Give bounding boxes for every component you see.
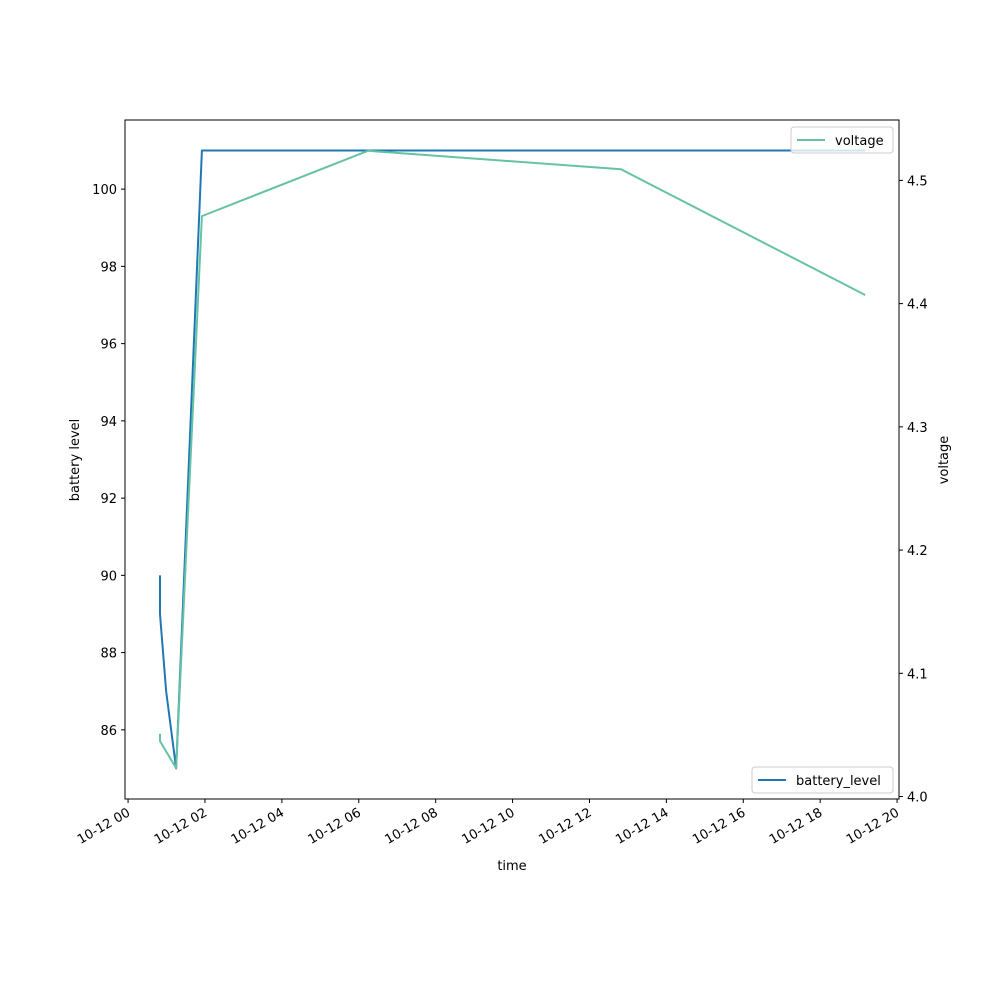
- y-right-tick-label: 4.4: [907, 298, 928, 313]
- legend-label-battery_level: battery_level: [796, 774, 881, 789]
- axes-frame: [124, 119, 900, 800]
- y-right-tick-label: 4.5: [907, 174, 928, 189]
- x-tick-label: 10-12 16: [690, 805, 748, 847]
- x-tick-label: 10-12 06: [306, 805, 364, 847]
- y-left-tick-label: 86: [100, 724, 117, 739]
- x-tick-label: 10-12 04: [229, 805, 287, 847]
- series-line-voltage: [158, 149, 866, 770]
- y-right-axis-label: voltage: [937, 436, 952, 485]
- x-tick-label: 10-12 14: [613, 805, 671, 847]
- x-axis-label: time: [497, 859, 526, 874]
- x-tick-label: 10-12 08: [383, 805, 441, 847]
- y-right-tick-label: 4.0: [907, 791, 928, 806]
- y-left-axis-label: battery level: [68, 419, 83, 502]
- x-tick-label: 10-12 10: [459, 805, 517, 847]
- x-tick-label: 10-12 18: [767, 805, 825, 847]
- y-right-tick-label: 4.2: [907, 544, 928, 559]
- y-left-tick-label: 98: [100, 260, 117, 275]
- y-left-tick-label: 88: [100, 647, 117, 662]
- y-left-tick-label: 94: [100, 415, 117, 430]
- y-right-tick-label: 4.1: [907, 667, 928, 682]
- y-right-tick-label: 4.3: [907, 421, 928, 436]
- legend-box-voltage: [790, 126, 894, 154]
- x-tick-label: 10-12 12: [536, 805, 594, 847]
- x-tick-label: 10-12 20: [844, 805, 902, 847]
- y-left-tick-label: 92: [100, 492, 117, 507]
- y-left-tick-label: 90: [100, 569, 117, 584]
- x-tick-label: 10-12 02: [152, 805, 210, 847]
- series-line-battery_level: [158, 149, 866, 770]
- x-tick-label: 10-12 00: [75, 805, 133, 847]
- y-left-tick-label: 96: [100, 338, 117, 353]
- legend-label-voltage: voltage: [835, 134, 884, 149]
- y-left-tick-label: 100: [92, 183, 117, 198]
- legend-box-battery_level: [751, 766, 894, 794]
